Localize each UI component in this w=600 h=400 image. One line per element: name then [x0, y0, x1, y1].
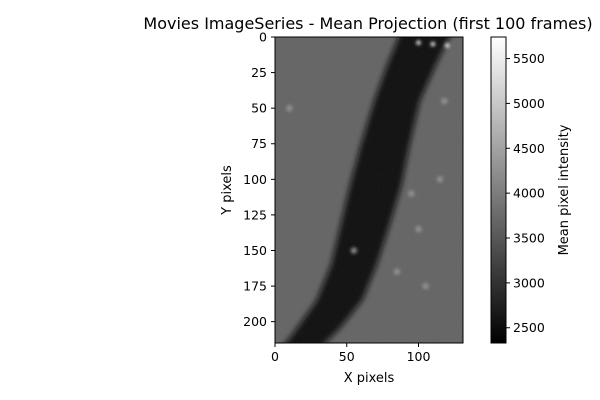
- y-tick-label: 100: [243, 172, 267, 187]
- y-tick-label: 0: [259, 30, 267, 45]
- x-axis-label: X pixels: [344, 371, 395, 386]
- image-frame: [274, 36, 464, 344]
- colorbar-tick-label: 5000: [513, 96, 545, 111]
- colorbar-tick-label: 2500: [513, 320, 545, 335]
- y-tick-label: 175: [243, 279, 267, 294]
- colorbar: [490, 36, 507, 344]
- x-tick-label: 100: [407, 349, 431, 364]
- image-grain: [275, 37, 463, 343]
- colorbar-tick-label: 4500: [513, 141, 545, 156]
- chart-title: Movies ImageSeries - Mean Projection (fi…: [143, 14, 592, 33]
- colorbar-tick-label: 4000: [513, 186, 545, 201]
- colorbar-tick-label: 3500: [513, 231, 545, 246]
- y-tick-label: 50: [251, 101, 267, 116]
- y-axis: 0 25 50 75 100 125 150 175 200: [243, 30, 275, 329]
- y-tick-label: 125: [243, 207, 267, 222]
- colorbar-axis: 2500 3000 3500 4000 4500 5000 5500: [506, 51, 545, 335]
- y-tick-label: 25: [251, 65, 267, 80]
- colorbar-tick-label: 5500: [513, 51, 545, 66]
- y-tick-label: 200: [243, 314, 267, 329]
- image-panel: [275, 37, 463, 343]
- x-axis: 0 50 100: [271, 343, 430, 364]
- y-axis-label: Y pixels: [220, 165, 235, 216]
- y-tick-label: 75: [251, 136, 267, 151]
- y-tick-label: 150: [243, 243, 267, 258]
- x-tick-label: 0: [271, 349, 279, 364]
- colorbar-tick-label: 3000: [513, 275, 545, 290]
- colorbar-label: Mean pixel intensity: [557, 124, 572, 255]
- x-tick-label: 50: [339, 349, 355, 364]
